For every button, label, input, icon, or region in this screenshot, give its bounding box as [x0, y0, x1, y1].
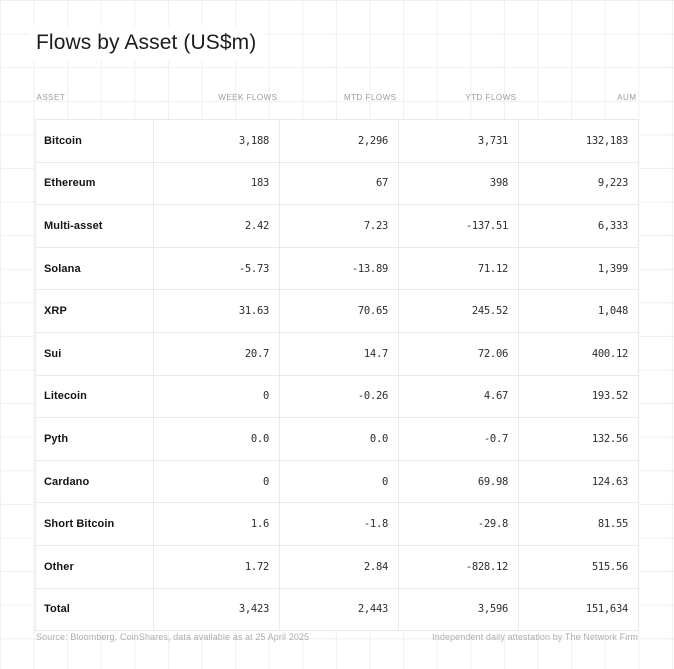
table-row: Solana -5.73 -13.89 71.12 1,399 [35, 246, 639, 291]
mtd-flows-value: 70.65 [279, 289, 399, 333]
table-row: Ethereum 183 67 398 9,223 [35, 161, 639, 206]
column-header-mtd-flows: MTD FLOWS [344, 93, 397, 102]
mtd-flows-value: 0.0 [279, 417, 399, 461]
aum-value: 151,634 [518, 587, 639, 632]
asset-name: Total [35, 587, 154, 632]
ytd-flows-value: 3,731 [398, 119, 519, 163]
week-flows-value: 31.63 [153, 289, 280, 333]
week-flows-value: 3,423 [153, 587, 280, 632]
asset-name: Pyth [35, 417, 154, 461]
mtd-flows-value: 14.7 [279, 331, 399, 376]
asset-name: XRP [35, 289, 154, 333]
column-header-aum: AUM [617, 93, 637, 102]
week-flows-value: 0 [153, 459, 280, 504]
week-flows-value: 0.0 [153, 417, 280, 461]
flows-table: ASSET WEEK FLOWS MTD FLOWS YTD FLOWS AUM… [35, 89, 639, 632]
ytd-flows-value: -29.8 [398, 502, 519, 546]
aum-value: 124.63 [518, 459, 639, 504]
week-flows-value: 183 [153, 161, 280, 206]
asset-name: Ethereum [35, 161, 154, 206]
week-flows-value: 1.72 [153, 544, 280, 589]
ytd-flows-value: 71.12 [398, 246, 519, 291]
mtd-flows-value: 2,296 [279, 119, 399, 163]
table-row: Pyth 0.0 0.0 -0.7 132.56 [35, 417, 639, 461]
asset-name: Litecoin [35, 374, 154, 419]
aum-value: 400.12 [518, 331, 639, 376]
mtd-flows-value: -1.8 [279, 502, 399, 546]
asset-name: Bitcoin [35, 119, 154, 163]
asset-name: Multi-asset [35, 204, 154, 248]
aum-value: 6,333 [518, 204, 639, 248]
ytd-flows-value: -828.12 [398, 544, 519, 589]
attestation-note: Independent daily attestation by The Net… [432, 632, 638, 642]
ytd-flows-value: 69.98 [398, 459, 519, 504]
aum-value: 81.55 [518, 502, 639, 546]
ytd-flows-value: -137.51 [398, 204, 519, 248]
week-flows-value: 0 [153, 374, 280, 419]
aum-value: 132.56 [518, 417, 639, 461]
mtd-flows-value: 7.23 [279, 204, 399, 248]
aum-value: 515.56 [518, 544, 639, 589]
page-title: Flows by Asset (US$m) [29, 26, 265, 61]
mtd-flows-value: -0.26 [279, 374, 399, 419]
aum-value: 1,048 [518, 289, 639, 333]
table-row-total: Total 3,423 2,443 3,596 151,634 [35, 587, 639, 632]
ytd-flows-value: 72.06 [398, 331, 519, 376]
mtd-flows-value: 2,443 [279, 587, 399, 632]
week-flows-value: 20.7 [153, 331, 280, 376]
table-row: Multi-asset 2.42 7.23 -137.51 6,333 [35, 204, 639, 248]
asset-name: Other [35, 544, 154, 589]
column-header-ytd-flows: YTD FLOWS [465, 93, 517, 102]
mtd-flows-value: -13.89 [279, 246, 399, 291]
table-row: Litecoin 0 -0.26 4.67 193.52 [35, 374, 639, 419]
table-header-row: ASSET WEEK FLOWS MTD FLOWS YTD FLOWS AUM [36, 89, 639, 120]
source-note: Source: Bloomberg, CoinShares, data avai… [36, 632, 310, 642]
table-row: Cardano 0 0 69.98 124.63 [35, 459, 639, 504]
table-row: Bitcoin 3,188 2,296 3,731 132,183 [35, 119, 639, 163]
asset-name: Short Bitcoin [35, 502, 154, 546]
week-flows-value: 1.6 [153, 502, 280, 546]
table-row: Other 1.72 2.84 -828.12 515.56 [35, 544, 639, 589]
week-flows-value: 2.42 [153, 204, 280, 248]
table-row: Sui 20.7 14.7 72.06 400.12 [35, 331, 639, 376]
mtd-flows-value: 0 [279, 459, 399, 504]
table-row: Short Bitcoin 1.6 -1.8 -29.8 81.55 [35, 502, 639, 546]
asset-name: Cardano [35, 459, 154, 504]
column-header-week-flows: WEEK FLOWS [218, 93, 278, 102]
aum-value: 1,399 [518, 246, 639, 291]
table-row: XRP 31.63 70.65 245.52 1,048 [35, 289, 639, 333]
ytd-flows-value: 398 [398, 161, 519, 206]
ytd-flows-value: -0.7 [398, 417, 519, 461]
mtd-flows-value: 67 [279, 161, 399, 206]
aum-value: 193.52 [518, 374, 639, 419]
week-flows-value: 3,188 [153, 119, 280, 163]
week-flows-value: -5.73 [153, 246, 280, 291]
ytd-flows-value: 4.67 [398, 374, 519, 419]
ytd-flows-value: 245.52 [398, 289, 519, 333]
aum-value: 132,183 [518, 119, 639, 163]
mtd-flows-value: 2.84 [279, 544, 399, 589]
asset-name: Solana [35, 246, 154, 291]
ytd-flows-value: 3,596 [398, 587, 519, 632]
aum-value: 9,223 [518, 161, 639, 206]
column-header-asset: ASSET [36, 93, 66, 102]
asset-name: Sui [35, 331, 154, 376]
